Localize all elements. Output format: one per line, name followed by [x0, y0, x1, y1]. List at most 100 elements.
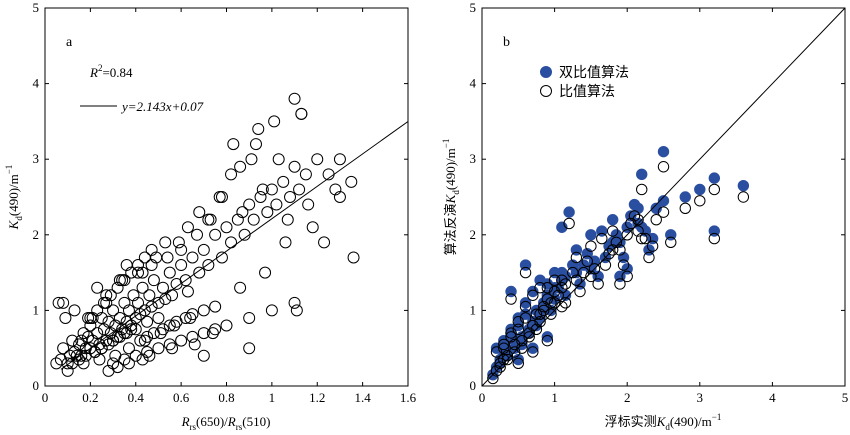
data-point-ratio: [548, 274, 561, 286]
data-point-dual-ratio: [563, 206, 575, 218]
panel-b-frame: [481, 7, 846, 387]
x-tick-label: 1.6: [400, 390, 417, 405]
data-point-dual-ratio: [519, 297, 532, 309]
x-tick-label: 1.4: [355, 390, 372, 405]
data-point-ratio: [646, 240, 659, 252]
data-point-ratio: [545, 297, 557, 309]
data-point: [186, 251, 199, 264]
data-point: [243, 342, 256, 355]
data-point: [136, 266, 149, 279]
panel-b-x-ticks: 0 1 2 3 4 5: [479, 8, 849, 405]
y-tick-label: 5: [33, 0, 40, 15]
data-point: [136, 281, 149, 294]
data-point: [125, 319, 138, 332]
legend-label-ratio: 比值算法: [559, 84, 615, 100]
data-point: [107, 334, 120, 347]
data-point: [113, 311, 126, 324]
xlabel-main2: R: [227, 414, 236, 429]
xlabel-main: K: [656, 414, 667, 429]
x-tick-label: 3: [697, 390, 704, 405]
xlabel-sub: rs: [190, 422, 197, 432]
data-point-ratio: [603, 248, 615, 260]
ylabel-sub: d: [451, 190, 461, 195]
data-point-ratio: [570, 251, 583, 264]
data-point: [50, 357, 63, 370]
x-tick-label: 1.2: [309, 390, 325, 405]
data-point-ratio: [505, 331, 517, 343]
data-point: [204, 213, 217, 226]
data-point-ratio: [643, 251, 655, 264]
data-point-ratio: [592, 278, 604, 290]
data-point-ratio: [519, 266, 532, 279]
legend-marker-dual-ratio: [540, 66, 552, 78]
data-point-ratio: [614, 278, 626, 290]
data-point-dual-ratio: [541, 331, 554, 343]
data-point: [213, 191, 226, 203]
data-point-ratio: [530, 323, 543, 335]
data-point: [279, 236, 292, 249]
data-point: [163, 338, 176, 351]
data-point: [179, 311, 192, 324]
data-point: [191, 228, 204, 241]
data-point: [97, 296, 110, 309]
data-point: [156, 323, 169, 336]
data-point-ratio: [694, 195, 706, 207]
data-point: [70, 349, 83, 362]
data-point-ratio: [527, 319, 539, 332]
data-point-ratio: [541, 293, 554, 305]
data-point-ratio: [556, 300, 568, 313]
data-point: [152, 342, 165, 355]
data-point: [231, 213, 244, 226]
data-point: [166, 342, 179, 355]
data-point: [168, 319, 181, 332]
xlabel-sup: −1: [712, 412, 722, 422]
y-tick-label: 1: [470, 302, 477, 317]
data-point-ratio: [570, 274, 583, 286]
data-point-ratio: [621, 229, 633, 241]
data-point: [293, 183, 306, 196]
data-point-ratio: [585, 240, 597, 252]
panel-a-points: [50, 92, 360, 377]
data-point-ratio: [534, 316, 546, 328]
x-tick-label: 4: [769, 390, 776, 405]
data-point: [311, 153, 324, 166]
data-point: [129, 349, 142, 362]
data-point: [138, 251, 151, 264]
data-point-ratio: [585, 270, 597, 283]
data-point: [59, 311, 72, 324]
data-point-dual-ratio: [657, 145, 670, 158]
x-tick-label: 5: [842, 390, 849, 405]
data-point: [125, 323, 138, 336]
data-point: [141, 345, 154, 358]
x-tick-label: 1: [551, 390, 558, 405]
data-point-dual-ratio: [606, 213, 619, 226]
data-point: [318, 236, 331, 249]
data-point: [100, 296, 113, 309]
data-point: [268, 115, 281, 128]
data-point: [111, 281, 124, 294]
xlabel-tail: (490)/m: [670, 414, 712, 429]
r2-symbol: R: [89, 65, 98, 80]
data-point: [91, 304, 104, 317]
data-point-ratio: [599, 259, 612, 271]
data-point: [254, 191, 267, 203]
data-point: [175, 243, 188, 256]
data-point-dual-ratio: [636, 168, 648, 181]
data-point: [132, 266, 145, 279]
data-point: [104, 289, 117, 302]
data-point: [143, 289, 156, 302]
x-tick-label: 0.2: [82, 390, 98, 405]
data-point: [345, 175, 358, 188]
data-point-ratio: [494, 361, 506, 373]
data-point-ratio: [556, 274, 568, 286]
data-point-ratio: [490, 365, 503, 377]
x-tick-label: 0.4: [128, 390, 145, 405]
data-point: [220, 319, 233, 332]
ylabel-sup: −1: [4, 165, 14, 175]
data-point: [141, 330, 154, 343]
data-point-ratio: [501, 353, 514, 366]
data-point: [288, 92, 301, 105]
data-point: [91, 327, 104, 340]
